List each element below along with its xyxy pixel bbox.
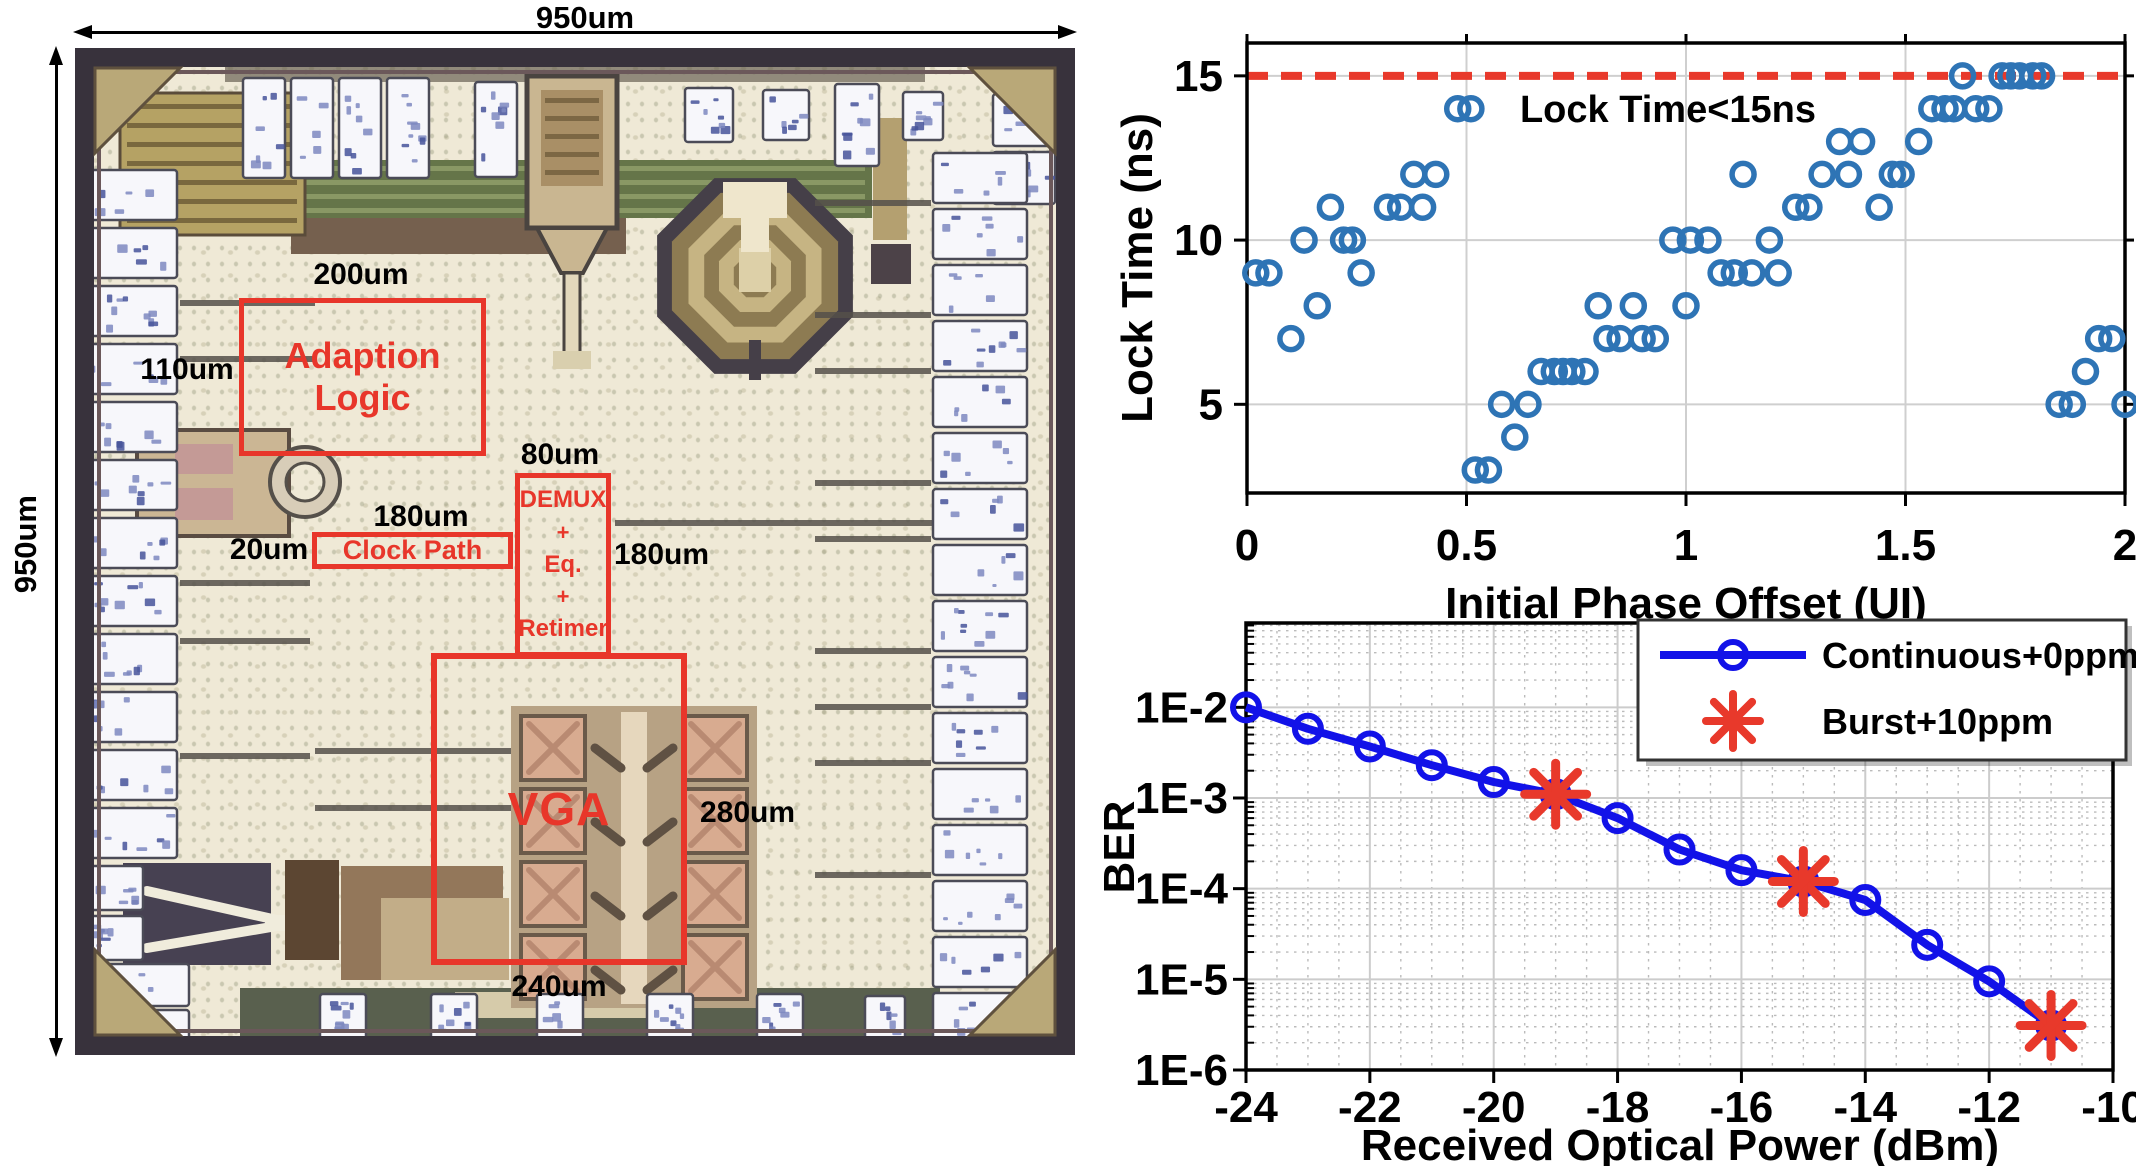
region-label: Adaption bbox=[284, 334, 441, 376]
region-box-clock-path: Clock Path bbox=[312, 532, 513, 569]
dim-clock-left: 20um bbox=[229, 533, 309, 566]
x-tick-label: -20 bbox=[1462, 1083, 1526, 1132]
dim-demux-top: 80um bbox=[520, 438, 600, 471]
dim-vga-bottom: 240um bbox=[511, 970, 607, 1003]
y-axis-label: BER bbox=[1100, 801, 1144, 894]
legend-entry-burst: Burst+10ppm bbox=[1822, 701, 2053, 742]
y-tick-label: 1E-3 bbox=[1135, 774, 1228, 823]
region-box-demux-eq-retimer: DEMUX + Eq. + Retimer bbox=[515, 473, 611, 657]
vertical-dimension-arrow bbox=[55, 61, 58, 1042]
horizontal-dimension-arrow bbox=[88, 31, 1062, 34]
region-label: VGA bbox=[507, 783, 611, 835]
dim-demux-right: 180um bbox=[614, 538, 710, 571]
legend-entry-continuous: Continuous+0ppm bbox=[1822, 635, 2136, 676]
dim-adaption-left: 110um bbox=[140, 353, 234, 386]
die-width-label: 950um bbox=[535, 0, 635, 35]
burst-markers bbox=[1520, 758, 2087, 1061]
region-label: Eq. bbox=[544, 550, 582, 578]
x-tick-label: -14 bbox=[1833, 1083, 1897, 1132]
arrow-down-icon bbox=[49, 1038, 63, 1057]
y-tick-label: 1E-4 bbox=[1135, 865, 1228, 914]
x-tick-label: -16 bbox=[1710, 1083, 1774, 1132]
x-tick-label: -10 bbox=[2081, 1083, 2136, 1132]
y-tick-label: 1E-2 bbox=[1135, 683, 1228, 732]
x-tick-label: -18 bbox=[1586, 1083, 1650, 1132]
y-tick-label: 15 bbox=[1174, 52, 1223, 101]
ber-chart: -24 -22 -20 -18 -16 -14 -12 -10 1E-2 1E-3 1E-4 1E-5… bbox=[1100, 618, 2136, 1166]
region-box-adaption-logic: Adaption Logic bbox=[239, 298, 486, 456]
region-label: Clock Path bbox=[342, 535, 483, 565]
plus-sign: + bbox=[556, 584, 570, 610]
arrow-right-icon bbox=[1058, 25, 1077, 39]
dim-clock-top: 180um bbox=[373, 500, 469, 533]
region-label: DEMUX bbox=[519, 485, 607, 513]
threshold-label: Lock Time<15ns bbox=[1520, 89, 1816, 131]
die-pads bbox=[79, 76, 1057, 1045]
die-photo bbox=[75, 48, 1075, 1055]
x-axis-label: Received Optical Power (dBm) bbox=[1361, 1121, 1999, 1166]
arrow-left-icon bbox=[73, 25, 92, 39]
dim-vga-right: 280um bbox=[700, 796, 796, 829]
x-tick-label: -24 bbox=[1214, 1083, 1278, 1132]
y-tick-label: 1E-6 bbox=[1135, 1046, 1228, 1095]
legend: Continuous+0ppm Burst+10ppm bbox=[1636, 618, 2136, 766]
x-tick-label: -22 bbox=[1338, 1083, 1402, 1132]
dim-adaption-top: 200um bbox=[313, 258, 409, 291]
plus-sign: + bbox=[556, 519, 570, 545]
scatter-points bbox=[1242, 62, 2136, 484]
region-label: Logic bbox=[314, 377, 411, 418]
x-tick-label: 0.5 bbox=[1436, 521, 1497, 570]
y-tick-label: 10 bbox=[1174, 216, 1223, 265]
die-seal-ring bbox=[75, 48, 1075, 1055]
x-tick-label: 2 bbox=[2113, 521, 2136, 570]
die-photo-structures bbox=[75, 48, 1075, 1055]
arrow-up-icon bbox=[49, 46, 63, 65]
x-tick-label: 1 bbox=[1674, 521, 1698, 570]
die-height-label: 950um bbox=[8, 495, 43, 594]
x-tick-label: -12 bbox=[1957, 1083, 2021, 1132]
region-label: Retimer bbox=[518, 615, 608, 643]
y-tick-label: 5 bbox=[1199, 380, 1223, 429]
x-tick-label: 1.5 bbox=[1875, 521, 1936, 570]
y-tick-label: 1E-5 bbox=[1135, 955, 1228, 1004]
x-tick-label: 0 bbox=[1235, 521, 1259, 570]
y-axis-label: Lock Time (ns) bbox=[1113, 113, 1162, 423]
region-box-vga: VGA bbox=[431, 653, 687, 965]
